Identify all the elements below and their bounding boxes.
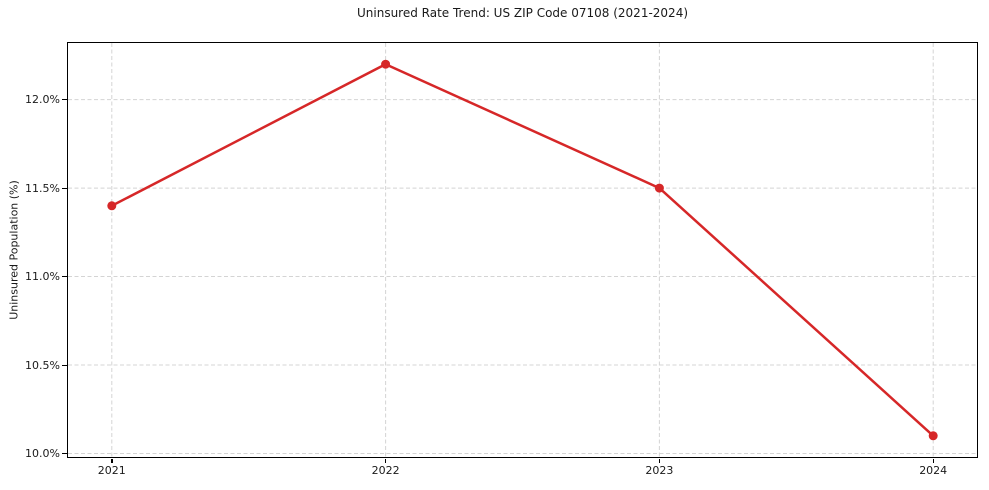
y-tick-label: 12.0% xyxy=(25,93,60,107)
x-tick-mark xyxy=(658,458,661,463)
y-tick-mark xyxy=(62,187,67,189)
data-point-marker xyxy=(380,59,390,69)
y-tick-label: 11.5% xyxy=(25,181,60,195)
y-tick-mark xyxy=(62,99,67,101)
data-point-marker xyxy=(654,183,664,193)
x-tick-mark xyxy=(385,458,387,463)
y-tick-mark xyxy=(62,276,67,278)
x-tick-label: 2024 xyxy=(919,464,948,477)
x-tick-label: 2022 xyxy=(371,464,400,477)
data-point-marker xyxy=(106,200,116,210)
plot-area xyxy=(66,41,978,458)
x-tick-mark xyxy=(932,458,934,463)
y-axis-label: Uninsured Population (%) xyxy=(7,180,21,320)
data-point-marker xyxy=(928,430,938,440)
x-tick-mark xyxy=(111,458,113,463)
chart-canvas xyxy=(67,42,977,457)
trend-line xyxy=(110,62,934,437)
y-tick-label: 10.5% xyxy=(25,358,60,372)
x-tick-label: 2021 xyxy=(97,464,126,477)
x-tick-label: 2023 xyxy=(645,464,674,477)
y-tick-label: 10.0% xyxy=(25,446,60,460)
y-tick-mark xyxy=(62,452,67,455)
chart-title: Uninsured Rate Trend: US ZIP Code 07108 … xyxy=(356,6,689,20)
y-tick-mark xyxy=(62,364,67,366)
y-tick-label: 11.0% xyxy=(25,270,60,284)
